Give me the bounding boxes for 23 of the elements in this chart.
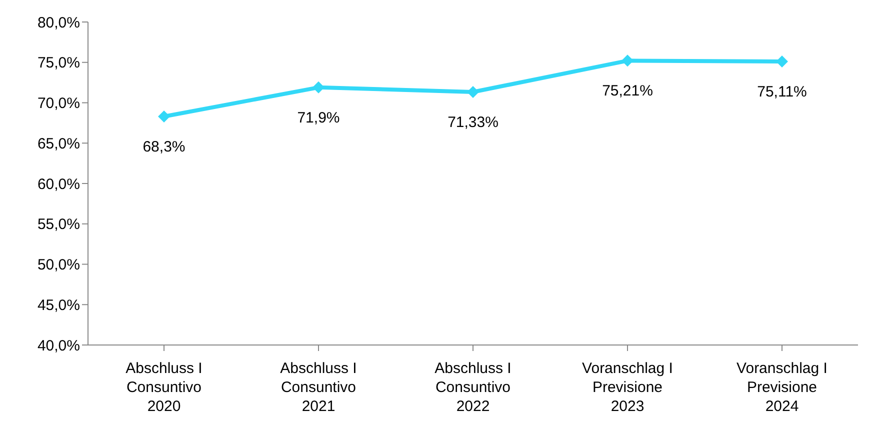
data-label: 75,21% — [602, 82, 653, 100]
y-tick-label: 65,0% — [37, 135, 80, 152]
x-tick-label: Abschluss I Consuntivo 2020 — [126, 360, 202, 415]
y-tick-label: 70,0% — [37, 95, 80, 112]
y-tick-label: 55,0% — [37, 216, 80, 234]
point — [312, 81, 324, 94]
y-tick-label: 60,0% — [37, 176, 80, 193]
x-tick-label: Voranschlag I Previsione 2024 — [736, 360, 828, 415]
data-label: 68,3% — [142, 138, 186, 156]
y-tick-label: 40,0% — [37, 337, 80, 354]
data-label: 75,11% — [757, 83, 807, 100]
point — [467, 86, 479, 98]
data-label: 71,9% — [297, 109, 340, 126]
x-tick-label: Abschluss I Consuntivo 2021 — [280, 360, 357, 415]
data-label: 71,33% — [448, 114, 498, 132]
y-tick-label: 75,0% — [37, 54, 80, 72]
point — [158, 110, 170, 122]
x-tick-label: Abschluss I Consuntivo 2022 — [434, 360, 512, 415]
y-tick-label: 80,0% — [37, 14, 80, 32]
point — [622, 54, 634, 67]
y-tick-label: 50,0% — [37, 256, 80, 274]
x-tick-label: Voranschlag I Previsione 2023 — [582, 360, 673, 415]
y-tick-label: 45,0% — [37, 296, 80, 314]
